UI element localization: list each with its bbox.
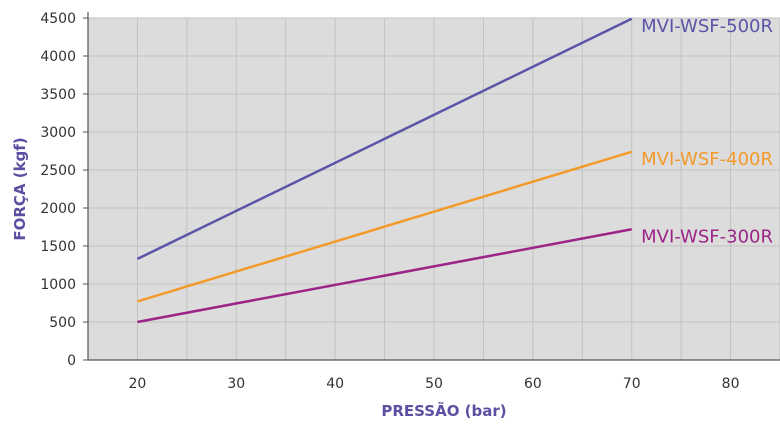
x-tick-label: 30 [227, 376, 245, 392]
x-tick-label: 60 [524, 376, 542, 392]
series-line [136, 17, 633, 261]
x-tick-label: 50 [425, 376, 443, 392]
y-tick-label: 1000 [40, 277, 76, 293]
y-tick-label: 4500 [40, 11, 76, 27]
series-label: MVI-WSF-500R [641, 16, 773, 37]
x-tick-label: 70 [623, 376, 641, 392]
x-tick-label: 40 [326, 376, 344, 392]
y-tick-label: 500 [49, 315, 76, 331]
y-tick-labels: 0 500 1000 1500 2000 2500 3000 3500 4000 4500 [40, 11, 88, 369]
y-tick-label: 3500 [40, 87, 76, 103]
series-line [137, 228, 632, 324]
series-label: MVI-WSF-400R [641, 149, 773, 170]
y-tick-label: 0 [67, 353, 76, 369]
y-tick-label: 2000 [40, 201, 76, 217]
y-axis-title: FORÇA (kgf) [11, 137, 29, 240]
axes [87, 12, 780, 361]
x-tick-labels: 20 30 40 50 60 70 80 [129, 376, 740, 392]
x-axis-title: PRESSÃO (bar) [381, 401, 506, 420]
x-tick-label: 80 [722, 376, 740, 392]
y-tick-label: 2500 [40, 163, 76, 179]
series-lines [136, 17, 633, 324]
y-tick-label: 4000 [40, 49, 76, 65]
series-line [137, 150, 633, 303]
series-labels: MVI-WSF-500R MVI-WSF-400R MVI-WSF-300R [641, 16, 773, 248]
y-tick-label: 1500 [40, 239, 76, 255]
grid-lines [88, 17, 780, 361]
x-tick-label: 20 [129, 376, 147, 392]
series-label: MVI-WSF-300R [641, 226, 773, 247]
y-tick-label: 3000 [40, 125, 76, 141]
